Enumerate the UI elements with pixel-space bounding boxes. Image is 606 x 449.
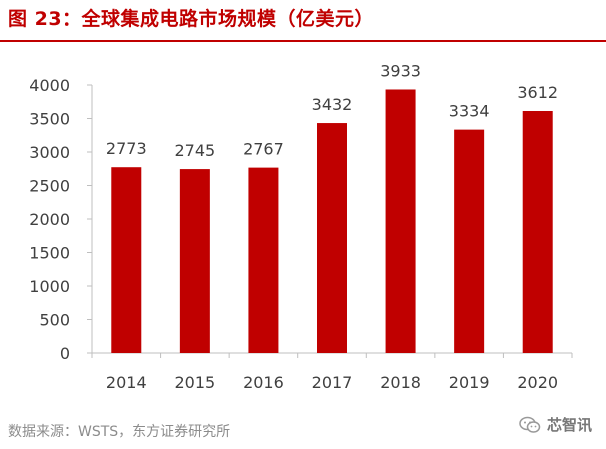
- y-tick-label: 4000: [29, 76, 70, 95]
- bar: [248, 167, 279, 353]
- bar: [385, 89, 416, 353]
- y-tick-label: 0: [60, 344, 70, 363]
- watermark: 芯智讯: [519, 414, 592, 435]
- x-tick-label: 2017: [312, 373, 353, 392]
- wechat-icon: [519, 416, 541, 433]
- bar: [522, 110, 553, 353]
- y-tick-label: 3000: [29, 143, 70, 162]
- x-tick-label: 2018: [380, 373, 421, 392]
- x-tick-label: 2015: [174, 373, 215, 392]
- y-tick-label: 2500: [29, 177, 70, 196]
- y-tick-label: 2000: [29, 210, 70, 229]
- x-tick-label: 2020: [517, 373, 558, 392]
- data-label: 2773: [106, 139, 147, 158]
- source-note: 数据来源：WSTS，东方证券研究所: [8, 424, 231, 440]
- data-label: 3933: [380, 61, 421, 80]
- data-label: 2767: [243, 140, 284, 159]
- data-label: 3334: [449, 102, 490, 121]
- watermark-text: 芯智讯: [546, 416, 592, 434]
- x-tick-label: 2014: [106, 373, 147, 392]
- data-label: 2745: [174, 141, 215, 160]
- y-tick-label: 500: [39, 311, 70, 330]
- y-tick-label: 1500: [29, 244, 70, 263]
- bar: [111, 167, 142, 353]
- x-tick-label: 2019: [449, 373, 490, 392]
- chart-title: 图 23：全球集成电路市场规模（亿美元）: [8, 8, 375, 30]
- bar: [179, 169, 210, 353]
- data-label: 3612: [517, 83, 558, 102]
- data-label: 3432: [312, 95, 353, 114]
- x-tick-label: 2016: [243, 373, 284, 392]
- title-divider: [0, 40, 606, 42]
- y-tick-label: 1000: [29, 277, 70, 296]
- bar: [317, 123, 347, 353]
- bar: [454, 129, 485, 353]
- y-tick-label: 3500: [29, 110, 70, 129]
